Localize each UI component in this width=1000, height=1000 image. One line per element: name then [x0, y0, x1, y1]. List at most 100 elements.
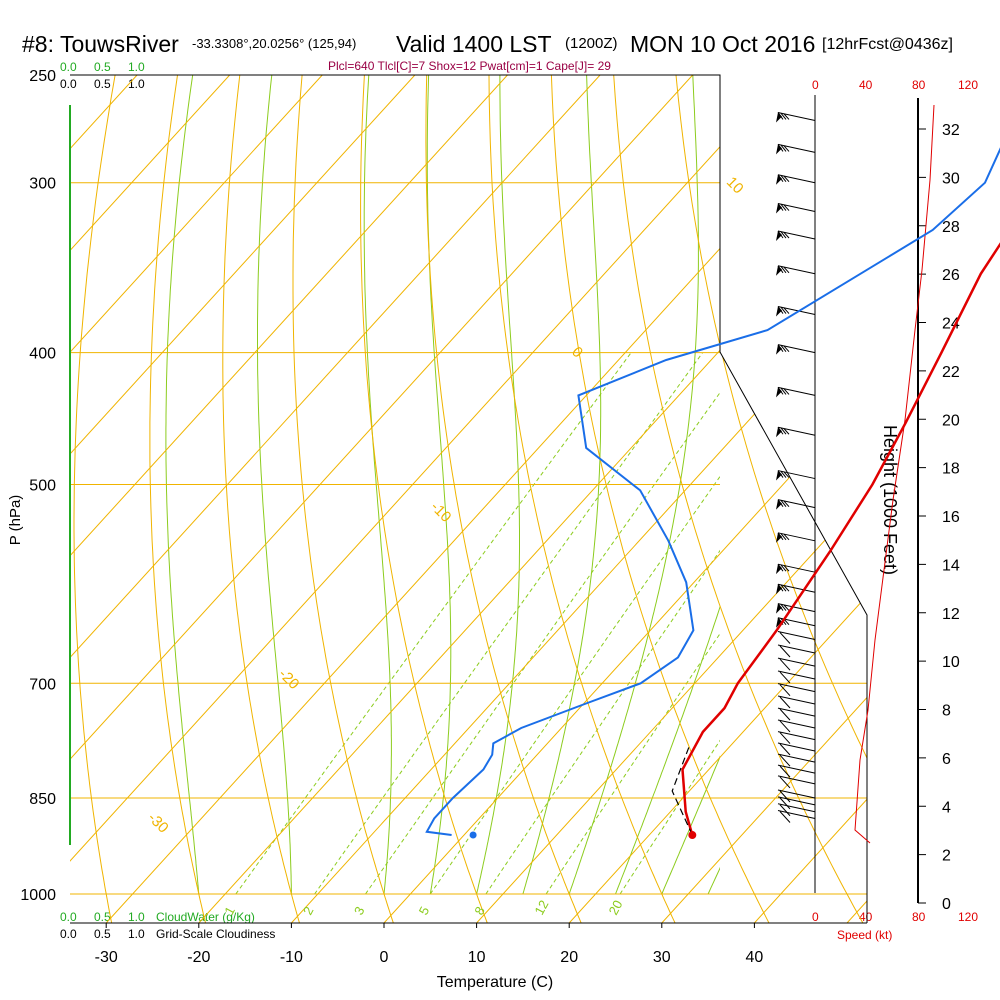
height-tick-label: 30 — [942, 170, 960, 187]
wind-barb-staff — [777, 809, 816, 819]
wind-barb-feather — [777, 387, 784, 395]
speed-top-tick-0: 0 — [812, 78, 819, 92]
wind-barb-flag — [776, 532, 782, 543]
dry-adiabat-label: -20 — [275, 666, 302, 693]
mixing-ratio-line — [429, 475, 720, 895]
height-tick-label: 24 — [942, 316, 960, 333]
mixing-ratio-line — [619, 739, 720, 895]
wind-barb-flag — [776, 470, 782, 481]
speed-top-tick-2: 80 — [912, 78, 926, 92]
wind-barb-feather — [783, 204, 790, 211]
top-cloudwater-tick-0: 0.0 — [60, 60, 77, 74]
wind-barb-feather — [783, 500, 790, 508]
temperature-tick-label: 0 — [380, 949, 389, 966]
dry-adiabat-line — [735, 75, 867, 923]
wind-barb-flag — [776, 112, 782, 123]
dry-adiabat-line — [858, 75, 867, 923]
wind-barb-flag — [776, 144, 782, 155]
isotherm-line — [383, 75, 867, 923]
wind-barb-feather — [780, 203, 787, 211]
chart-dynamic-layer: 123581220100-10-20-300102030250300400500… — [20, 68, 1000, 966]
valid-zulu: (1200Z) — [565, 35, 618, 52]
wind-barb-feather — [777, 470, 784, 478]
wind-barb-feather — [779, 671, 791, 684]
height-tick-label: 16 — [942, 509, 960, 526]
top-cloudiness-tick-2: 1.0 — [128, 77, 145, 91]
wind-barb-feather — [783, 345, 790, 353]
temperature-tick-label: -10 — [280, 949, 303, 966]
dry-adiabat-line — [360, 75, 488, 923]
wind-barb-flag — [776, 499, 782, 510]
dry-adiabat-line — [550, 75, 770, 923]
wind-barb — [776, 143, 816, 155]
wind-barb-staff — [777, 796, 816, 806]
wind-barb-staff — [777, 657, 816, 667]
wind-barb-staff — [777, 695, 816, 705]
dry-adiabat-line — [425, 75, 582, 923]
height-tick-label: 10 — [942, 654, 960, 671]
mixing-ratio-line — [365, 391, 720, 895]
wind-barb-flag — [776, 203, 782, 214]
wind-barb-flag — [776, 174, 782, 185]
isotherm-line — [568, 75, 867, 923]
pressure-tick-label: 250 — [29, 68, 56, 85]
mixing-ratio-label: 12 — [531, 898, 551, 918]
wind-barb-feather — [780, 144, 787, 152]
wind-barb-feather — [783, 175, 790, 183]
pressure-tick-label: 300 — [29, 176, 56, 193]
bottom-cloudwater-tick-1: 0.5 — [94, 910, 111, 924]
dry-adiabat-line — [73, 75, 120, 923]
wind-barb — [776, 111, 816, 123]
wind-barb-flag — [776, 265, 782, 276]
wind-barb — [776, 174, 816, 185]
isotherm-line — [70, 75, 231, 923]
wind-barb — [777, 809, 816, 823]
wind-barb-feather — [779, 658, 791, 671]
moist-adiabat-line — [426, 75, 452, 895]
top-cloudiness-tick-0: 0.0 — [60, 77, 77, 91]
wind-barb-feather — [777, 426, 784, 435]
wind-barb — [776, 470, 816, 481]
wind-barb — [777, 742, 816, 756]
wind-barb-feather — [783, 604, 790, 611]
cloudiness-label: Grid-Scale Cloudiness — [156, 927, 275, 941]
isotherm-line — [291, 75, 867, 923]
wind-barb-feather — [777, 532, 784, 541]
wind-barb-feather — [783, 471, 790, 478]
mixing-ratio-label: 20 — [606, 898, 626, 918]
wind-barb — [777, 775, 816, 789]
pressure-tick-label: 500 — [29, 478, 56, 495]
wind-barb — [777, 803, 816, 817]
wind-barb-flag — [776, 306, 782, 317]
wind-barb-flag — [776, 387, 782, 398]
wind-barb-flag — [776, 617, 782, 628]
isotherm-line — [846, 75, 867, 923]
cloudwater-label: CloudWater (g/Kg) — [156, 910, 255, 924]
pressure-tick-label: 400 — [29, 346, 56, 363]
bottom-cloudwater-tick-0: 0.0 — [60, 910, 77, 924]
wind-barb-staff — [777, 803, 816, 813]
x-axis-title: Temperature (C) — [437, 974, 553, 991]
dry-adiabat-line — [149, 75, 206, 923]
bottom-cloudiness-tick-0: 0.0 — [60, 927, 77, 941]
temperature-profile-line — [681, 242, 1000, 836]
wind-barb — [776, 203, 816, 214]
y-axis-title: P (hPa) — [7, 495, 24, 546]
wind-barb-feather — [779, 765, 791, 778]
wind-barb — [777, 731, 816, 744]
isotherm-line — [661, 75, 867, 923]
wind-barb-flag — [776, 427, 782, 438]
wind-barb-feather — [779, 754, 791, 767]
moist-adiabat-line — [165, 75, 200, 895]
wind-barb-feather — [780, 231, 787, 239]
height-tick-label: 4 — [942, 799, 951, 816]
height-axis-title: Height (1000 Feet) — [880, 425, 900, 575]
bottom-cloudiness-tick-2: 1.0 — [128, 927, 145, 941]
wind-barb-feather — [780, 500, 787, 507]
wind-barb — [777, 789, 816, 803]
surface-dewpoint-dot — [469, 831, 477, 839]
height-tick-label: 14 — [942, 557, 960, 574]
wind-barb-feather — [777, 603, 784, 611]
height-tick-label: 28 — [942, 219, 960, 236]
